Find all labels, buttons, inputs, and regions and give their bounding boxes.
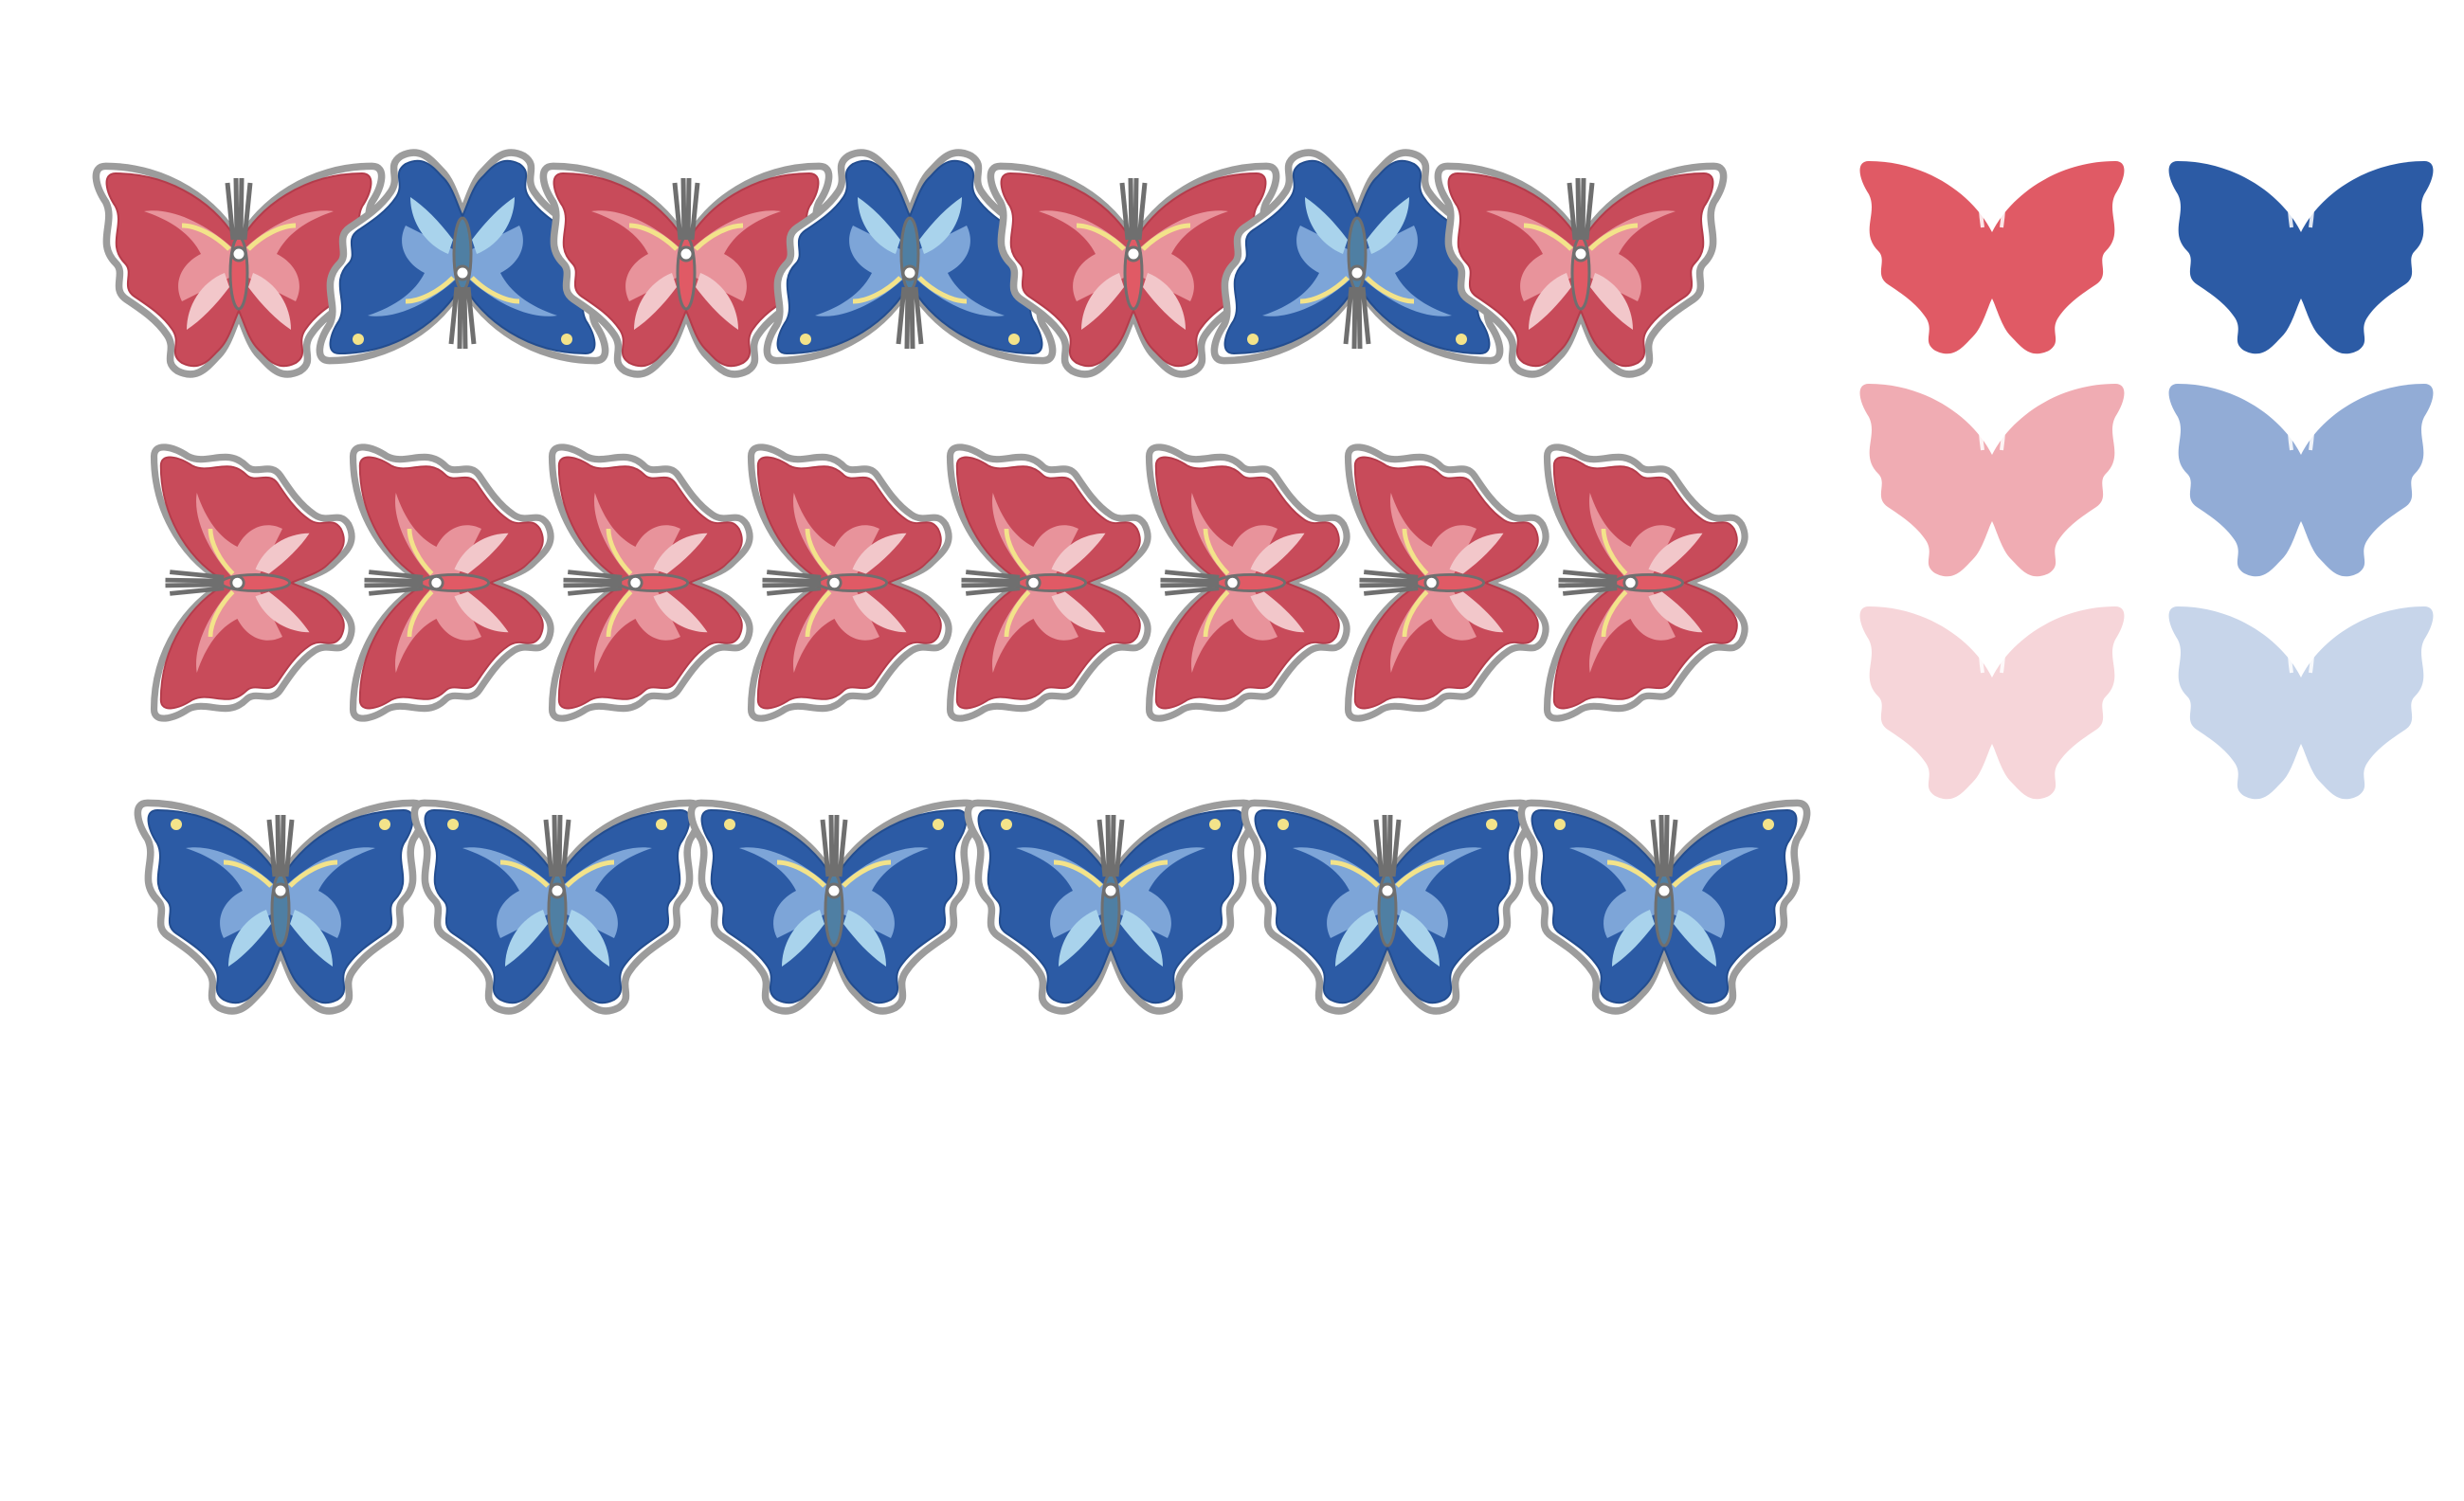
silhouette-swatches	[1860, 153, 2434, 799]
row-3	[137, 803, 1806, 1011]
butterfly-silhouette-icon	[1860, 375, 2125, 576]
butterfly-silhouette-icon	[2169, 375, 2434, 576]
row-1	[96, 153, 1723, 374]
butterfly-icon	[414, 803, 699, 1011]
butterfly-icon	[1244, 803, 1530, 1011]
butterfly-icon	[353, 447, 552, 718]
butterfly-icon	[1349, 447, 1547, 718]
butterfly-silhouette-icon	[2169, 153, 2434, 353]
butterfly-icon	[1150, 447, 1348, 718]
butterfly-icon	[137, 803, 423, 1011]
butterfly-icon	[691, 803, 976, 1011]
butterfly-icon	[1548, 447, 1746, 718]
butterfly-silhouette-icon	[1860, 598, 2125, 799]
pattern-rows	[96, 153, 1806, 1011]
butterfly-icon	[553, 447, 751, 718]
butterfly-icon	[154, 447, 353, 718]
row-2	[154, 447, 1746, 718]
butterfly-icon	[1521, 803, 1806, 1011]
butterfly-icon	[951, 447, 1149, 718]
butterfly-icon	[752, 447, 950, 718]
butterfly-silhouette-icon	[1860, 153, 2125, 353]
butterfly-icon	[968, 803, 1253, 1011]
butterfly-silhouette-icon	[2169, 598, 2434, 799]
